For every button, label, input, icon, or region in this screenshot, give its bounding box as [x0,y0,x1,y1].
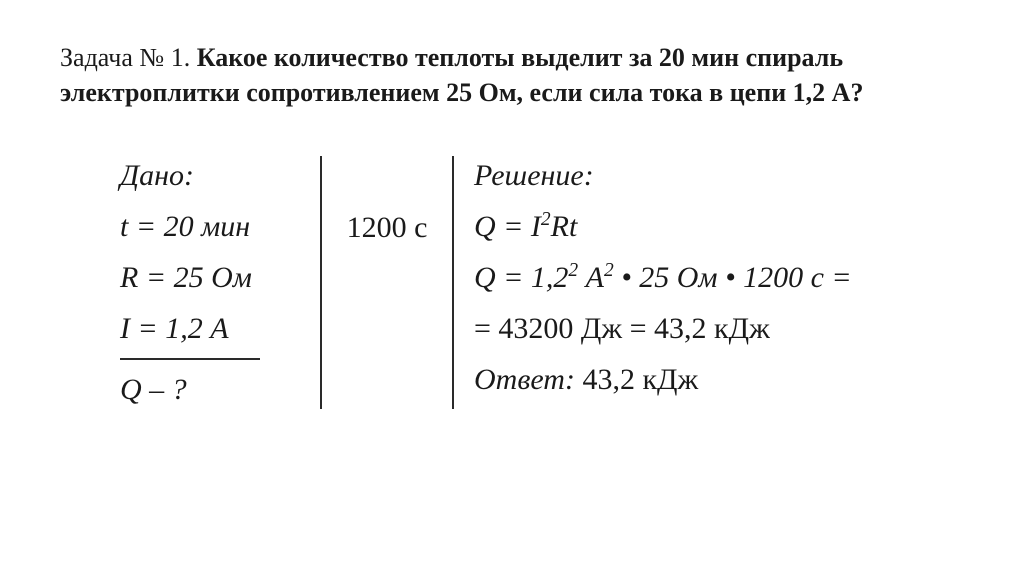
given-column: Дано: t = 20 мин R = 25 Ом I = 1,2 А Q –… [120,150,320,415]
solution-column: Решение: Q = I2Rt Q = 1,22 А2 • 25 Ом • … [454,150,852,405]
si-value: 1200 с [322,202,452,253]
si-column: 1200 с [322,150,452,253]
solution-calc-1: Q = 1,22 А2 • 25 Ом • 1200 с = [474,252,852,303]
solution-area: Дано: t = 20 мин R = 25 Ом I = 1,2 А Q –… [60,150,964,415]
answer-label: Ответ: [474,363,575,396]
given-row-r: R = 25 Ом [120,252,320,303]
given-unknown: Q – ? [120,364,320,415]
problem-label: Задача № 1. [60,43,197,72]
solution-heading: Решение: [474,150,852,201]
given-row-t: t = 20 мин [120,201,320,252]
solution-calc-2: = 43200 Дж = 43,2 кДж [474,303,852,354]
problem-statement: Задача № 1. Какое количество теплоты выд… [60,40,964,110]
page: Задача № 1. Какое количество теплоты выд… [0,0,1024,415]
solution-answer: Ответ: 43,2 кДж [474,354,852,405]
given-row-i: I = 1,2 А [120,303,320,354]
solution-formula: Q = I2Rt [474,201,852,252]
answer-value: 43,2 кДж [575,363,698,396]
given-divider-line [120,358,260,360]
given-heading: Дано: [120,150,320,201]
